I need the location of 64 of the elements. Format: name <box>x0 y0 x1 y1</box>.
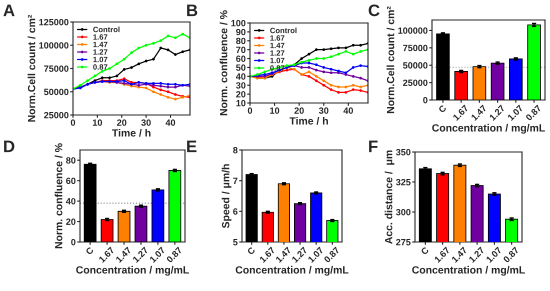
y-tick-label: 0 <box>423 96 428 104</box>
x-tick-label: 30 <box>141 119 151 126</box>
y-tick-label: 80 <box>236 38 246 44</box>
x-tick-label: 20 <box>117 119 126 126</box>
y-tick-label: 275 <box>396 238 411 246</box>
y-tick-label: 100 <box>231 20 246 26</box>
x-tick-label: C <box>420 246 430 256</box>
y-tick-label: 325 <box>396 178 411 186</box>
x-tick-label: 10 <box>270 107 280 114</box>
y-tick-label: 20 <box>66 218 76 225</box>
y-axis-title: Norm.Cell count / cm² <box>28 14 36 122</box>
y-tick-label: 300 <box>396 208 410 216</box>
x-axis-title: Concentration / mg/mL <box>76 266 189 276</box>
x-tick-label: C <box>438 104 447 114</box>
x-tick-label: 10 <box>92 119 102 126</box>
x-tick-label: 40 <box>343 107 353 114</box>
y-tick-label: 50 <box>236 64 246 71</box>
x-tick-label: 30 <box>318 107 328 114</box>
y-axis-title: Norm.Cell count / cm² <box>386 6 394 114</box>
x-tick-label: C <box>246 246 256 256</box>
y-tick-label: 350 <box>396 148 410 156</box>
text: D <box>4 140 14 152</box>
y-tick-label: 75000 <box>403 44 428 52</box>
y-tick-label: 25000 <box>403 80 428 86</box>
y-axis-title: Acc. distance / μm <box>384 150 394 244</box>
y-tick-label: 7 <box>233 178 238 184</box>
x-tick-label: 40 <box>166 119 176 126</box>
y-tick-label: 60 <box>236 56 246 62</box>
y-axis-title: Norm. confluence / % <box>220 10 228 116</box>
y-axis-title: Norm. confluence / % <box>54 143 62 248</box>
y-tick-label: 60 <box>66 178 76 184</box>
y-axis-title: Speed / μm/h <box>222 164 232 228</box>
y-tick-label: 100000 <box>398 27 428 34</box>
y-tick-label: 100000 <box>39 42 68 49</box>
y-tick-label: 70 <box>236 46 246 54</box>
x-tick-label: 20 <box>294 107 304 114</box>
x-axis-title: Concentration / mg/mL <box>432 124 545 134</box>
y-tick-label: 8 <box>233 146 238 154</box>
x-tick-label: C <box>85 246 94 256</box>
text: E <box>187 140 196 152</box>
text: C <box>368 4 380 16</box>
y-tick-label: 75000 <box>44 65 68 72</box>
y-tick-label: 5 <box>233 239 238 246</box>
text: B <box>187 4 198 16</box>
y-tick-label: 80 <box>66 157 76 164</box>
y-tick-label: 10 <box>236 100 246 106</box>
x-axis-title: Time / h <box>290 116 328 125</box>
y-tick-label: 30 <box>236 82 246 89</box>
y-tick-label: 90 <box>236 28 246 36</box>
y-tick-label: 50000 <box>403 62 428 69</box>
y-tick-label: 0 <box>71 238 76 246</box>
x-axis-title: Concentration / mg/mL <box>236 266 348 276</box>
text: A <box>3 4 15 16</box>
y-tick-label: 40 <box>66 198 76 204</box>
x-tick-label: 0 <box>248 107 252 114</box>
y-tick-label: 50000 <box>44 88 68 96</box>
y-tick-label: 20 <box>236 91 246 98</box>
x-axis-title: Time / h <box>112 128 150 137</box>
x-axis-title: Concentration / mg/mL <box>412 266 525 276</box>
text: F <box>369 140 378 152</box>
y-tick-label: 25000 <box>44 112 68 118</box>
y-tick-label: 125000 <box>39 18 68 26</box>
y-tick-label: 6 <box>233 208 238 215</box>
y-tick-label: 40 <box>236 73 246 80</box>
